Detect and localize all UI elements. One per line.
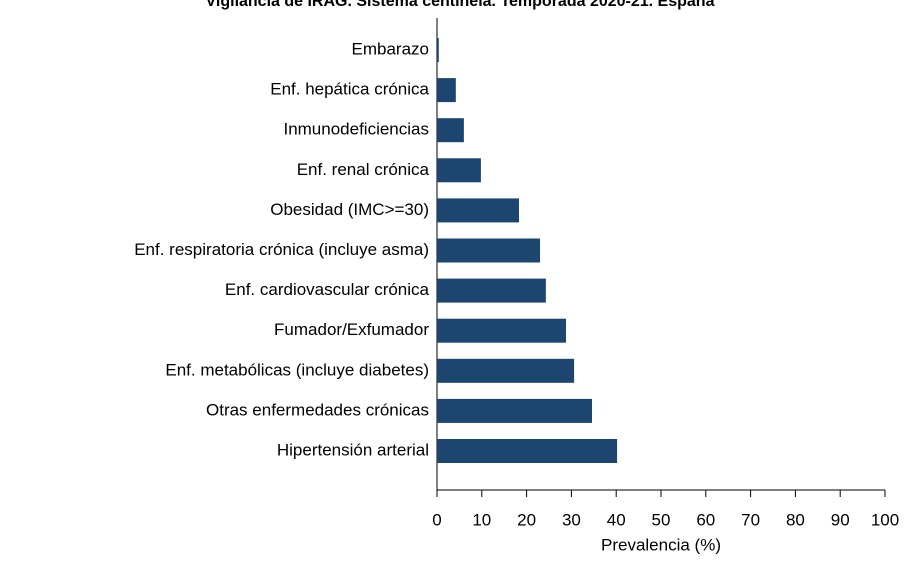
- y-tick-label: Enf. hepática crónica: [270, 80, 429, 99]
- bar: [437, 38, 439, 62]
- bar: [437, 318, 567, 343]
- x-tick-label: 90: [831, 510, 850, 529]
- x-tick-label: 30: [562, 510, 581, 529]
- bar: [437, 158, 481, 183]
- bar: [437, 278, 546, 303]
- x-tick-label: 10: [472, 510, 491, 529]
- y-tick-label: Embarazo: [352, 39, 429, 58]
- x-tick-label: 0: [432, 510, 441, 529]
- x-tick-label: 20: [517, 510, 536, 529]
- y-tick-label: Hipertensión arterial: [277, 440, 429, 459]
- y-tick-label: Enf. renal crónica: [297, 160, 430, 179]
- x-tick-label: 40: [607, 510, 626, 529]
- x-axis-title: Prevalencia (%): [601, 535, 721, 554]
- x-tick-label: 50: [652, 510, 671, 529]
- bar: [437, 198, 519, 223]
- y-tick-label: Fumador/Exfumador: [274, 320, 429, 339]
- chart-title: Vigilancia de IRAG. Sistema centinela. T…: [206, 0, 715, 10]
- x-tick-label: 100: [871, 510, 899, 529]
- y-tick-label: Enf. cardiovascular crónica: [225, 280, 430, 299]
- y-tick-label: Inmunodeficiencias: [283, 120, 429, 139]
- x-tick-label: 80: [786, 510, 805, 529]
- y-tick-label: Enf. metabólicas (incluye diabetes): [165, 360, 429, 379]
- y-tick-label: Enf. respiratoria crónica (incluye asma): [134, 240, 429, 259]
- bar: [437, 439, 618, 463]
- x-tick-label: 70: [741, 510, 760, 529]
- y-tick-label: Obesidad (IMC>=30): [270, 200, 429, 219]
- x-tick-label: 60: [696, 510, 715, 529]
- bar: [437, 238, 541, 263]
- bar: [437, 118, 464, 143]
- bar: [437, 78, 456, 103]
- bar: [437, 358, 575, 383]
- bar: [437, 398, 593, 423]
- y-tick-label: Otras enfermedades crónicas: [206, 400, 429, 419]
